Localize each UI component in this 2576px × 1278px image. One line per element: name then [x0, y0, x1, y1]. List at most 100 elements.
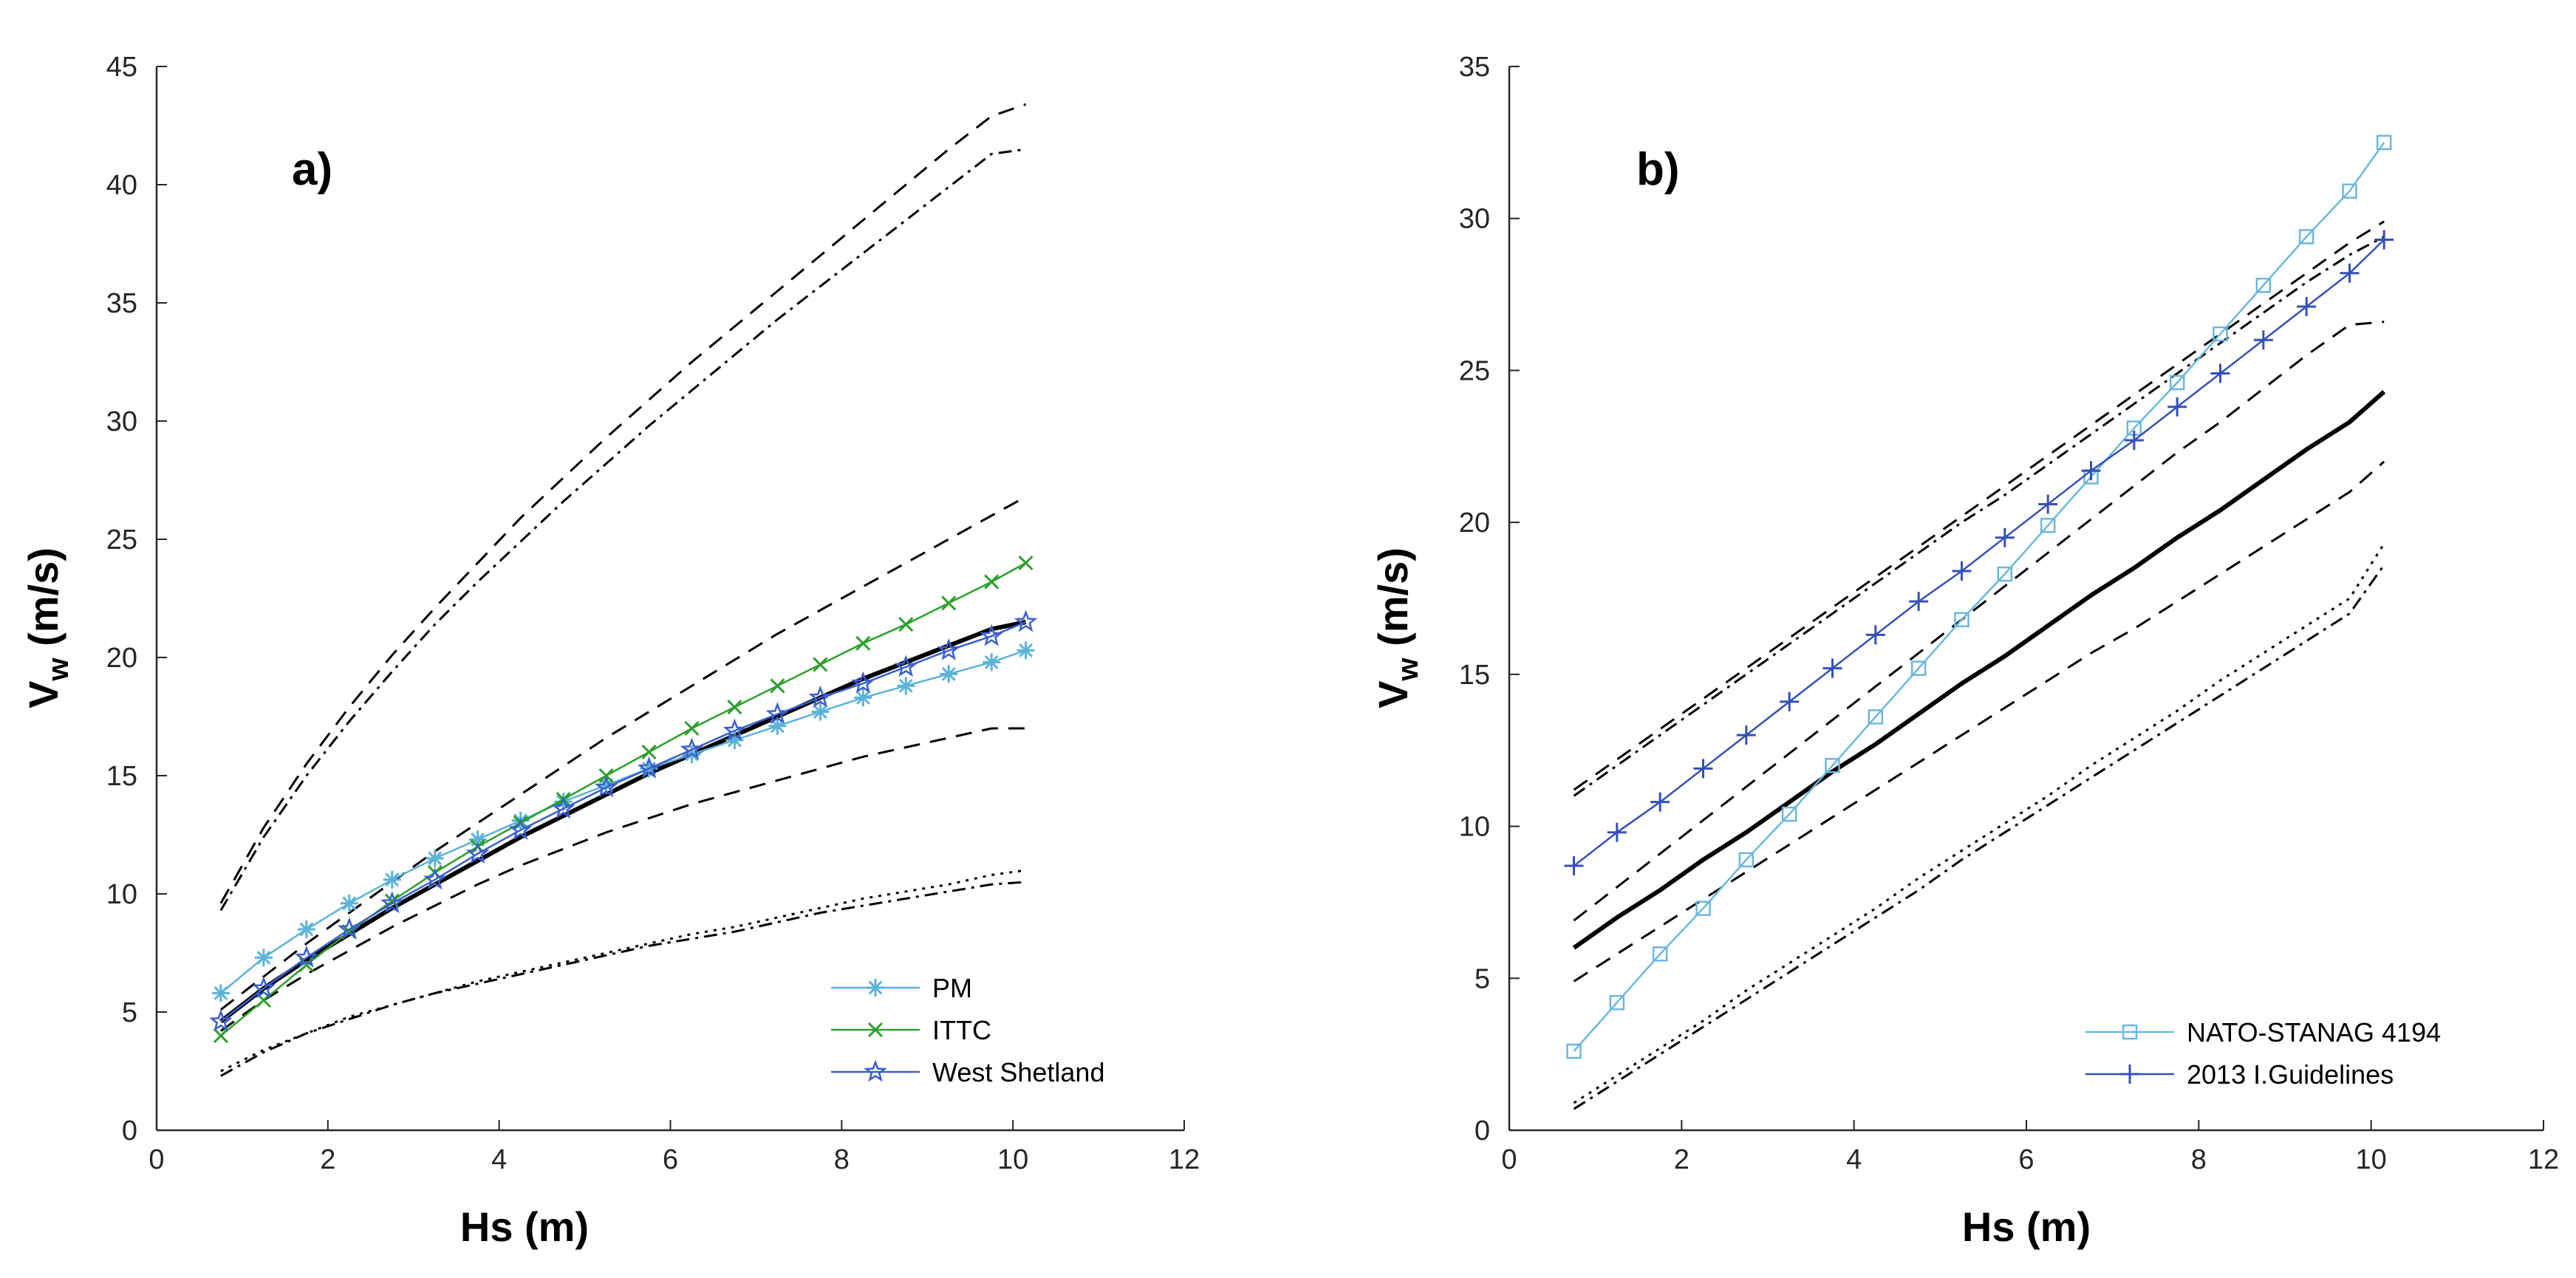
data-point — [854, 688, 872, 707]
data-point — [1825, 758, 1840, 773]
data-point — [1995, 527, 2015, 547]
y-tick-label: 25 — [1459, 355, 1490, 386]
data-point — [2253, 330, 2273, 350]
bound-line-dash — [219, 103, 1027, 904]
data-point — [894, 655, 918, 677]
y-tick-label: 35 — [106, 288, 137, 319]
x-tick-label: 4 — [1846, 1144, 1862, 1175]
data-point — [1865, 625, 1885, 645]
data-point — [983, 653, 1001, 672]
data-point — [594, 775, 618, 798]
series-line — [1573, 239, 2385, 867]
legend-a: PM ITTC West Shetland — [831, 973, 1104, 1087]
legend-label: ITTC — [932, 1015, 991, 1045]
data-point — [254, 949, 273, 967]
legend-label: 2013 I.Guidelines — [2187, 1059, 2394, 1090]
y-tick-label: 45 — [106, 52, 137, 83]
data-point — [1607, 822, 1627, 842]
bound-line-dashdot — [219, 148, 1026, 912]
legend-entry: PM — [831, 973, 972, 1003]
y-axis-label-sub-b: w — [1392, 657, 1424, 682]
series-b — [1564, 134, 2394, 1059]
y-tick-label: 5 — [122, 997, 137, 1028]
data-point — [295, 945, 318, 968]
x-tick-label: 12 — [1169, 1144, 1200, 1175]
data-point — [1695, 901, 1711, 916]
legend-entry: 2013 I.Guidelines — [2085, 1059, 2394, 1090]
data-point — [383, 870, 401, 889]
data-point — [423, 867, 447, 890]
legend-entry: West Shetland — [831, 1057, 1104, 1087]
legend-marker — [2120, 1065, 2139, 1084]
data-point — [2213, 326, 2228, 342]
data-point — [340, 894, 358, 912]
data-point — [252, 976, 276, 999]
legend-label: PM — [932, 973, 972, 1003]
y-tick-label: 0 — [1475, 1115, 1490, 1147]
legend-marker — [2122, 1024, 2138, 1040]
data-point — [2297, 297, 2317, 317]
data-point — [768, 717, 787, 735]
bound-line-dash — [1573, 460, 2385, 983]
panel-label-a: a) — [292, 144, 332, 195]
legend-marker — [864, 1059, 887, 1082]
data-point — [808, 685, 833, 708]
data-point — [937, 638, 960, 660]
data-point — [213, 1028, 228, 1044]
legend-b: NATO-STANAG 4194 2013 I.Guidelines — [2085, 1017, 2441, 1090]
y-tick-label: 10 — [106, 879, 137, 910]
data-point — [727, 700, 742, 715]
x-tick-label: 0 — [1501, 1144, 1517, 1175]
legend-marker — [867, 1022, 884, 1038]
x-axis-label-b: Hs (m) — [1962, 1203, 2091, 1250]
data-point — [2038, 494, 2058, 514]
data-point — [2342, 183, 2357, 199]
bound-line-dash — [1573, 220, 2385, 791]
data-point — [337, 917, 361, 940]
x-tick-label: 2 — [1674, 1144, 1690, 1175]
bounds-a — [219, 103, 1027, 1077]
data-point — [2169, 375, 2185, 391]
x-tick-label: 2 — [320, 1144, 335, 1175]
data-point — [897, 677, 915, 695]
data-point — [211, 984, 230, 1002]
data-point — [1736, 725, 1756, 745]
series-star — [209, 609, 1038, 1032]
data-point — [1780, 691, 1800, 711]
data-point — [1909, 592, 1929, 612]
x-tick-label: 8 — [2191, 1144, 2207, 1175]
data-point — [2040, 518, 2056, 533]
data-point — [597, 776, 615, 794]
axes-a: 0 2 4 6 8 10 12 0 5 10 15 20 25 30 35 40 45 — [106, 52, 1200, 1175]
bound-line-dot — [1573, 543, 2385, 1104]
data-point — [680, 737, 704, 760]
data-point — [2376, 134, 2392, 151]
data-point — [465, 841, 490, 864]
data-point — [2167, 397, 2187, 417]
data-point — [297, 920, 315, 938]
chart-panel-b: b) Hs (m) Vw (m/s) 0 2 4 6 8 10 12 0 5 10 15 20 25 30… — [1370, 52, 2559, 1250]
data-point — [1952, 561, 1972, 581]
legend-label: NATO-STANAG 4194 — [2187, 1017, 2441, 1048]
data-point — [468, 830, 487, 849]
x-tick-label: 8 — [834, 1144, 850, 1175]
x-tick-label: 10 — [2356, 1144, 2387, 1175]
bound-line-dash — [1573, 321, 2385, 922]
bound-line-dashdot — [1573, 564, 2385, 1110]
y-tick-label: 25 — [106, 524, 137, 556]
bound-line-dot — [220, 869, 1026, 1073]
data-point — [1822, 658, 1842, 678]
data-point — [2340, 263, 2360, 283]
axes-b: 0 2 4 6 8 10 12 0 5 10 15 20 25 30 35 — [1459, 52, 2559, 1175]
x-tick-label: 4 — [491, 1144, 507, 1175]
data-point — [1868, 709, 1884, 725]
bound-line-dash — [219, 496, 1027, 1011]
y-tick-label: 15 — [106, 761, 137, 792]
data-point — [1018, 555, 1034, 571]
bound-line-dash — [220, 727, 1026, 1032]
data-point — [2081, 461, 2101, 481]
bounds-b — [1573, 220, 2385, 1110]
data-point — [940, 665, 958, 683]
data-point — [1910, 660, 1927, 676]
